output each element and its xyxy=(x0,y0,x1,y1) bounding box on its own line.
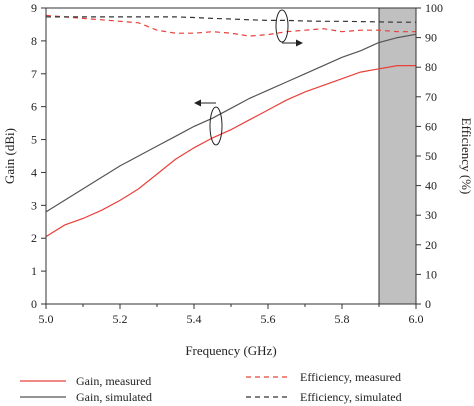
gain-axis-indicator-ellipse xyxy=(209,106,223,146)
y-left-tick-label: 1 xyxy=(31,264,37,278)
series-layer xyxy=(45,14,417,238)
y-right-tick-label: 70 xyxy=(425,90,437,104)
y-right-tick-label: 30 xyxy=(425,208,437,222)
y-left-tick-label: 9 xyxy=(31,1,37,15)
y-right-axis-title: Efficiency (%) xyxy=(459,118,474,195)
y-left-tick-label: 6 xyxy=(31,100,37,114)
x-axis-title: Frequency (GHz) xyxy=(185,343,276,358)
y-left-tick-label: 7 xyxy=(31,67,37,81)
legend-label-efficiency-simulated: Efficiency, simulated xyxy=(300,390,402,404)
legend-label-gain-simulated: Gain, simulated xyxy=(76,390,152,404)
efficiency-axis-indicator-arrowhead xyxy=(296,39,303,47)
series-line-efficiency-simulated xyxy=(46,16,416,23)
y-left-axis-ticks: 0 1 2 3 4 5 6 7 8 9 xyxy=(31,1,46,311)
legend-label-efficiency-measured: Efficiency, measured xyxy=(300,370,401,384)
x-tick-label: 6.0 xyxy=(409,312,424,326)
y-right-tick-label: 100 xyxy=(425,1,443,15)
y-right-tick-label: 0 xyxy=(425,297,431,311)
y-right-tick-label: 60 xyxy=(425,119,437,133)
y-left-tick-label: 5 xyxy=(31,133,37,147)
series-line-gain-simulated xyxy=(45,33,417,213)
shaded-band xyxy=(378,7,417,305)
y-right-tick-label: 90 xyxy=(425,31,437,45)
series-line-efficiency-measured xyxy=(45,14,416,37)
y-left-tick-label: 4 xyxy=(31,165,37,179)
y-right-tick-label: 50 xyxy=(425,149,437,163)
y-right-tick-label: 40 xyxy=(425,179,437,193)
x-tick-label: 5.0 xyxy=(39,312,54,326)
y-left-axis-title: Gain (dBi) xyxy=(2,128,17,184)
x-tick-label: 5.4 xyxy=(187,312,202,326)
y-right-tick-label: 10 xyxy=(425,267,437,281)
y-left-tick-label: 3 xyxy=(31,198,37,212)
legend: Gain, measured Gain, simulated Efficienc… xyxy=(20,370,402,404)
efficiency-axis-indicator-ellipse xyxy=(275,9,289,43)
x-tick-label: 5.8 xyxy=(335,312,350,326)
shaded-band-layer xyxy=(378,7,417,305)
series-line-gain-measured xyxy=(45,64,416,238)
plot-frame xyxy=(45,7,417,305)
x-axis-ticks: 5.0 5.2 5.4 5.6 5.8 6.0 xyxy=(39,304,424,326)
y-left-tick-label: 2 xyxy=(31,231,37,245)
y-right-tick-label: 80 xyxy=(425,60,437,74)
y-left-tick-label: 8 xyxy=(31,34,37,48)
annotation-layer xyxy=(194,9,303,146)
legend-label-gain-measured: Gain, measured xyxy=(76,374,151,388)
y-left-tick-label: 0 xyxy=(31,297,37,311)
y-right-tick-label: 20 xyxy=(425,238,437,252)
x-tick-label: 5.2 xyxy=(113,312,128,326)
y-right-axis-ticks: 0 10 20 30 40 50 60 70 80 90 100 xyxy=(416,1,443,311)
x-tick-label: 5.6 xyxy=(261,312,276,326)
gain-axis-indicator-arrowhead xyxy=(194,99,201,107)
